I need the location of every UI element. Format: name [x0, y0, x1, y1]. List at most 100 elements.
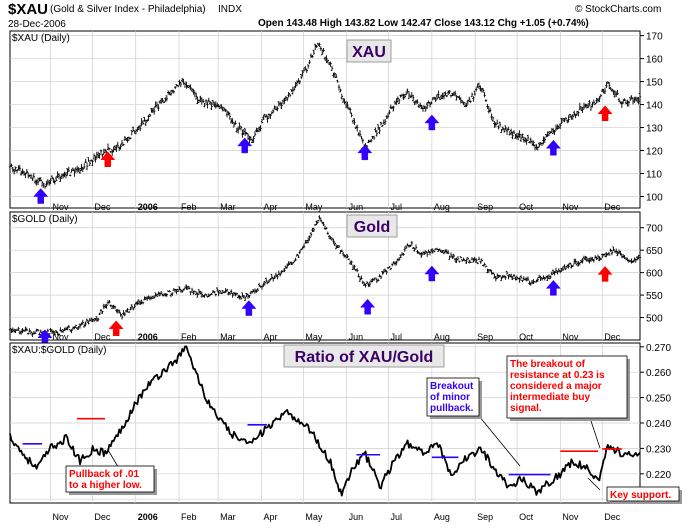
x-month-label: Mar	[220, 202, 236, 212]
x-month-label: May	[305, 332, 323, 342]
x-month-label: 2006	[138, 332, 158, 342]
callout-text: The breakout of	[510, 359, 586, 370]
x-month-label: Nov	[53, 332, 70, 342]
y-tick-label: 550	[646, 291, 663, 302]
panel-title-box	[283, 344, 445, 368]
x-month-label: May	[305, 202, 323, 212]
x-month-label: Dec	[604, 332, 621, 342]
x-month-label: Aug	[434, 332, 450, 342]
callout-box	[606, 486, 680, 502]
x-month-label: Dec	[604, 512, 621, 522]
y-tick-label: 700	[646, 224, 663, 235]
x-month-label: Dec	[94, 202, 111, 212]
callout-text: resistance at 0.23 is	[510, 370, 605, 381]
callout-pointer	[589, 417, 601, 449]
blue-up-arrow-icon	[357, 144, 373, 161]
callout-text: to a higher low.	[69, 480, 142, 491]
y-tick-label: 0.250	[646, 394, 671, 405]
price-bars	[8, 215, 642, 337]
x-month-label: Aug	[434, 202, 450, 212]
red-up-arrow-icon	[100, 151, 116, 167]
callout-box	[426, 377, 480, 417]
x-month-label: Jun	[349, 512, 364, 522]
y-tick-label: 0.260	[646, 368, 671, 379]
y-tick-label: 650	[646, 246, 663, 257]
y-tick-label: 500	[646, 314, 663, 325]
x-month-label: 2006	[138, 202, 158, 212]
y-tick-label: 600	[646, 269, 663, 280]
header-date: 28-Dec-2006	[8, 19, 66, 30]
callout-pointer	[587, 477, 601, 491]
panel-1: 100 110 120 130 140 150 160 170 $XAU (Daily) XAU	[8, 30, 663, 209]
header-description: (Gold & Silver Index - Philadelphia)	[50, 4, 206, 15]
blue-up-arrow-icon	[237, 137, 253, 154]
callout-text: signal.	[510, 403, 542, 414]
x-month-label: Apr	[263, 202, 277, 212]
x-month-label: Sep	[477, 332, 493, 342]
y-tick-label: 100	[646, 193, 663, 204]
y-tick-label: 110	[646, 170, 662, 181]
x-month-label: Jul	[391, 512, 403, 522]
x-month-label: Jul	[391, 332, 403, 342]
blue-up-arrow-icon	[424, 265, 440, 282]
panel-title-box	[346, 214, 398, 238]
y-tick-label: 0.220	[646, 470, 671, 481]
y-tick-label: 150	[646, 78, 663, 89]
x-month-label: Jun	[349, 202, 364, 212]
y-tick-label: 0.240	[646, 419, 671, 430]
red-up-arrow-icon	[108, 320, 124, 337]
x-month-label: Jun	[349, 332, 364, 342]
x-month-label: Sep	[477, 512, 493, 522]
callout-box	[65, 465, 155, 493]
x-month-label: Mar	[220, 512, 236, 522]
x-month-label: Feb	[181, 202, 197, 212]
red-up-arrow-icon	[597, 105, 613, 122]
callout-text: of minor	[430, 392, 470, 403]
x-month-label: Oct	[519, 332, 534, 342]
price-bars	[8, 42, 642, 189]
panel-title: Ratio of XAU/Gold	[295, 349, 434, 366]
x-month-label: Dec	[604, 202, 621, 212]
blue-up-arrow-icon	[545, 279, 561, 296]
callout-key-support: Key support.	[587, 477, 682, 504]
header-exchange: INDX	[218, 4, 242, 15]
x-month-label: 2006	[138, 512, 158, 522]
callout-text: considered a major	[510, 381, 602, 392]
y-tick-label: 140	[646, 101, 663, 112]
blue-up-arrow-icon	[545, 139, 561, 156]
x-month-label: Nov	[562, 512, 579, 522]
blue-up-arrow-icon	[33, 188, 49, 204]
x-month-label: Nov	[562, 332, 579, 342]
callout-text: pullback.	[430, 403, 474, 414]
red-up-arrow-icon	[597, 266, 613, 282]
header-quote: Open 143.48 High 143.82 Low 142.47 Close…	[258, 18, 589, 29]
ratio-line	[9, 345, 641, 497]
y-tick-label: 170	[646, 32, 663, 43]
panel-frame	[9, 211, 641, 341]
x-month-label: Feb	[181, 332, 197, 342]
panel-2: 500 550 600 650 700 $GOLD (Daily) Gold	[8, 211, 663, 346]
y-tick-label: 160	[646, 55, 663, 66]
x-month-label: Apr	[263, 332, 277, 342]
y-tick-label: 120	[646, 147, 663, 158]
blue-up-arrow-icon	[241, 300, 257, 316]
panel-title-box	[346, 39, 392, 63]
x-month-label: Dec	[94, 512, 111, 522]
panel-title: Gold	[354, 219, 390, 236]
x-month-label: Jul	[391, 202, 403, 212]
x-month-label: Feb	[181, 512, 197, 522]
panel-title: XAU	[352, 44, 386, 61]
x-month-label: Apr	[263, 512, 277, 522]
panel-label: $XAU (Daily)	[12, 33, 70, 44]
header-copyright: © StockCharts.com	[575, 4, 662, 15]
blue-up-arrow-icon	[360, 298, 376, 315]
callout-box	[506, 355, 628, 419]
blue-up-arrow-icon	[424, 114, 440, 131]
y-tick-label: 0.230	[646, 444, 671, 455]
y-tick-label: 130	[646, 124, 663, 135]
